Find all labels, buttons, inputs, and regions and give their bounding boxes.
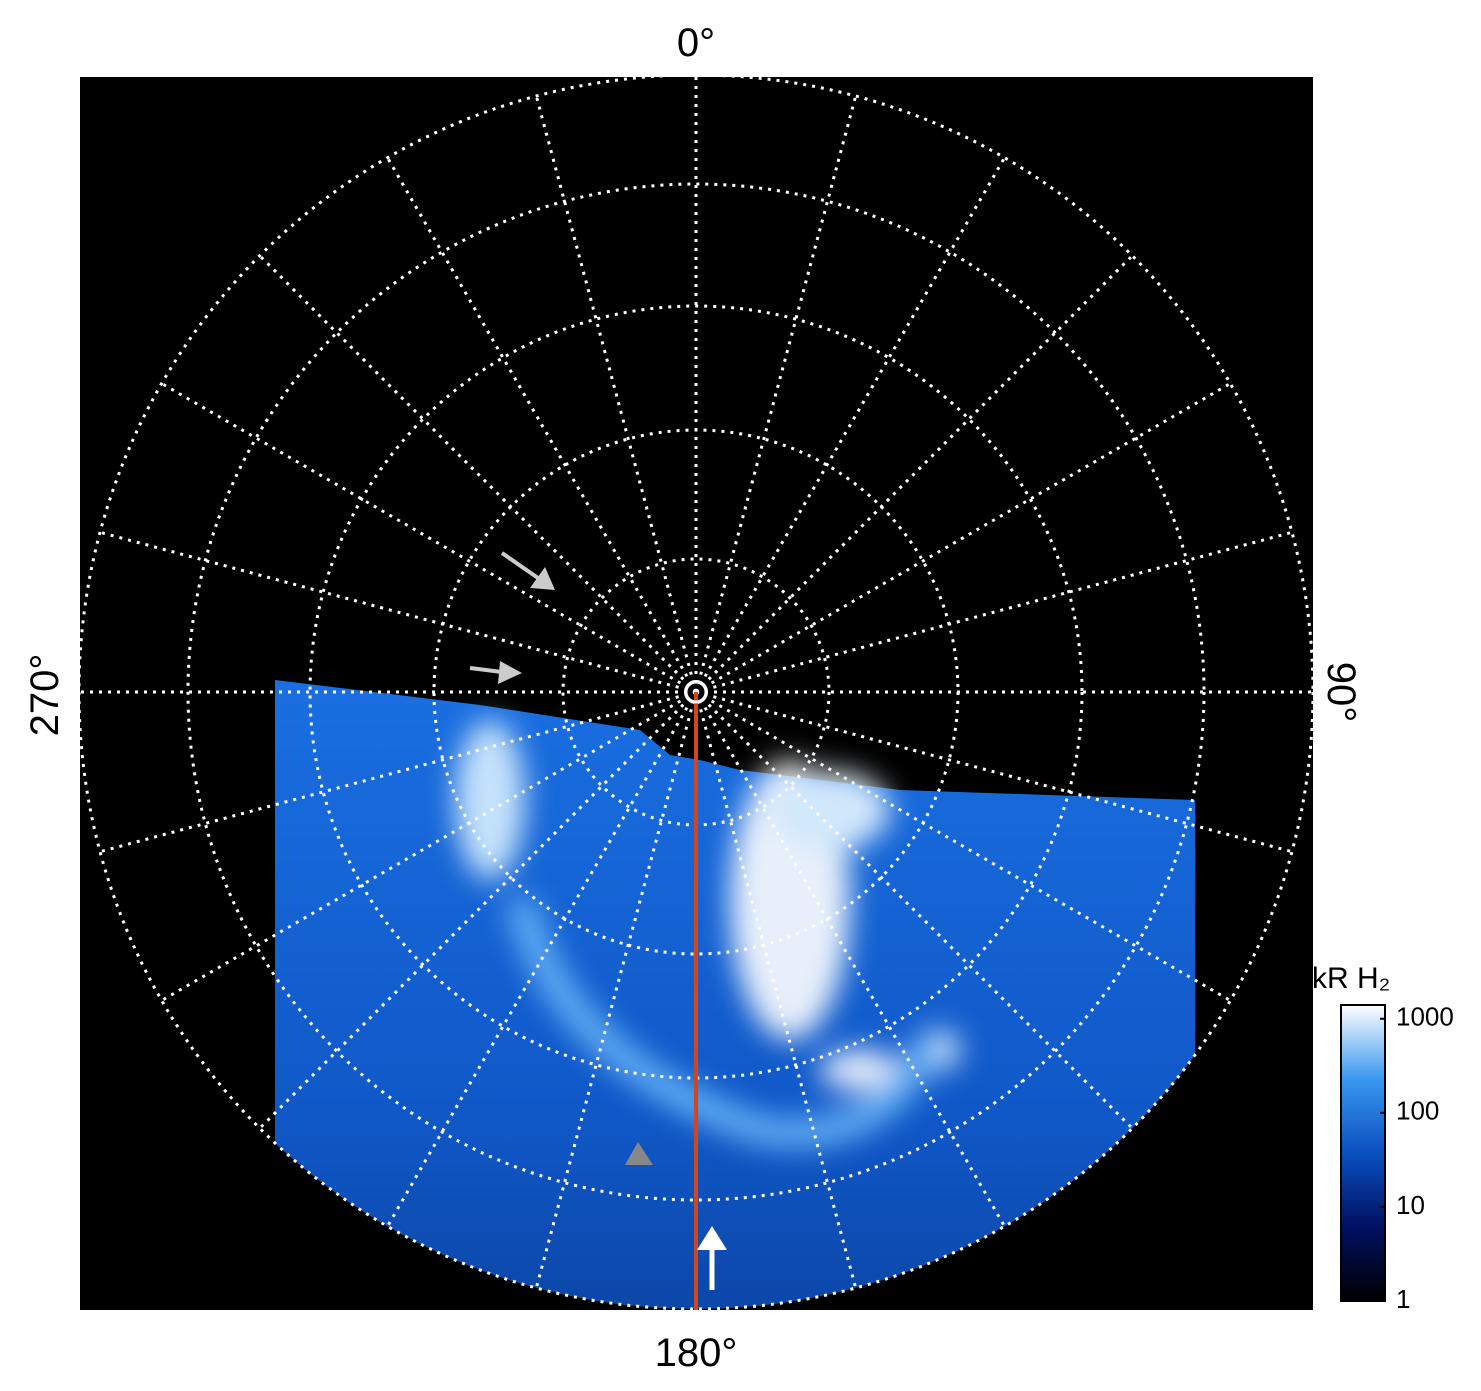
- grid-spoke: [694, 690, 1134, 1130]
- angle-label: 180°: [655, 1331, 738, 1375]
- bright-oval: [455, 720, 960, 1148]
- grid-circle: [308, 304, 1084, 1080]
- arrows: [469, 551, 727, 1290]
- grid-spoke: [99, 530, 697, 694]
- colorbar-tick-label: 100: [1396, 1096, 1439, 1126]
- grid-spoke: [694, 156, 1006, 693]
- polar-grid: [80, 77, 1313, 1310]
- grid-spoke: [694, 691, 858, 1289]
- grid-spoke: [695, 690, 1232, 1002]
- grid-spoke: [694, 95, 858, 693]
- colorbar-label: kR H₂: [1312, 962, 1390, 995]
- grid-spoke: [258, 690, 698, 1130]
- angle-label: 90°: [1319, 662, 1363, 723]
- pole-marker: [684, 680, 708, 704]
- grid-spoke: [694, 691, 1006, 1228]
- angle-label: 0°: [677, 21, 715, 65]
- grid-spoke: [695, 530, 1293, 694]
- emission-map: [80, 77, 1313, 1310]
- grid-spoke: [160, 382, 697, 694]
- colorbar-tick-label: 1000: [1396, 1002, 1454, 1032]
- grid-spoke: [160, 690, 697, 1002]
- grid-spoke: [386, 691, 698, 1228]
- grid-circle: [186, 182, 1206, 1202]
- grid-spoke: [386, 156, 698, 693]
- grid-spoke: [534, 95, 698, 693]
- colorbar-tick-label: 10: [1396, 1190, 1425, 1220]
- colorbar: [1340, 1004, 1386, 1302]
- grid-spoke: [99, 690, 697, 854]
- grid-spoke: [534, 691, 698, 1289]
- colorbar-tick-label: 1: [1396, 1284, 1410, 1314]
- grid-spoke: [258, 254, 698, 694]
- grid-spoke: [694, 254, 1134, 694]
- angle-label: 270°: [23, 654, 67, 737]
- grid-spoke: [695, 690, 1293, 854]
- grid-spoke: [695, 382, 1232, 694]
